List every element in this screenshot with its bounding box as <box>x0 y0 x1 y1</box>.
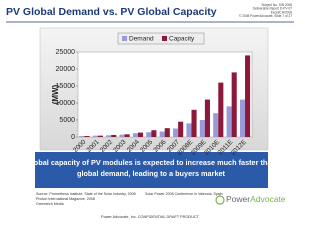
bar <box>213 113 219 137</box>
legend-label: Demand <box>129 36 154 43</box>
slide-title: PV Global Demand vs. PV Global Capacity <box>6 6 217 18</box>
bar <box>151 130 157 137</box>
bar <box>119 134 125 137</box>
bar <box>146 132 152 137</box>
plot-area <box>77 51 253 138</box>
bar <box>199 120 205 137</box>
meta-line: © 2008 PowerAdvocate, Slide 7 of 27 <box>239 14 292 18</box>
bar <box>186 123 192 137</box>
bar <box>191 109 197 137</box>
legend-box <box>117 32 205 45</box>
y-tick-label: 10000 <box>56 100 76 107</box>
banner <box>35 152 268 188</box>
bar <box>97 135 103 137</box>
y-tick-label: 20000 <box>56 66 76 73</box>
bar <box>106 135 112 137</box>
logo-part: Advocate <box>250 194 286 204</box>
bar <box>178 121 184 137</box>
meta-line: Subject No. S/N 2008 <box>261 3 292 7</box>
y-tick-label: 0 <box>71 134 75 141</box>
logo: PowerAdvocate <box>226 194 286 204</box>
bar <box>79 135 85 137</box>
logo-mark <box>215 195 225 205</box>
y-tick-label: 15000 <box>56 83 76 90</box>
source-note: Source: Prometheus Institute, State of t… <box>36 192 136 196</box>
legend-label: Capacity <box>169 36 195 43</box>
bar <box>159 131 165 137</box>
bar <box>164 128 170 137</box>
meta-line: Deliverable Report D-PV-07 <box>253 7 293 11</box>
banner-text: Global capacity of PV modules is expecte… <box>26 158 276 167</box>
slide: PV Global Demand vs. PV Global Capacity … <box>6 2 294 219</box>
bar <box>92 135 98 137</box>
footer: Power Advocate, Inc. CONFIDENTIAL DRAFT … <box>101 215 200 219</box>
y-tick-label: 5000 <box>59 117 75 124</box>
bar <box>124 134 130 137</box>
legend-swatch <box>162 36 167 41</box>
bar <box>239 99 246 137</box>
bar <box>137 132 144 137</box>
source-note: Photon International Magazine, 2008 <box>36 197 95 201</box>
bar <box>231 72 237 137</box>
bar <box>204 99 210 137</box>
banner-text: global demand, leading to a buyers marke… <box>77 169 226 178</box>
y-axis-label: (MW) <box>51 84 60 104</box>
conference-note: Solar Power 2008 Conference in Valencia,… <box>145 192 223 196</box>
y-tick-label: 25000 <box>56 49 76 56</box>
bar <box>226 106 232 137</box>
bar <box>245 55 251 137</box>
meta-line: Excel/CH/2008 <box>271 10 292 14</box>
bar <box>132 133 138 137</box>
legend-swatch <box>122 36 127 41</box>
bar <box>218 82 224 137</box>
bar <box>84 135 90 137</box>
logo-part: Power <box>226 194 250 204</box>
bar <box>111 134 117 137</box>
bar <box>173 128 179 137</box>
source-note: Greentech Media <box>36 202 64 206</box>
